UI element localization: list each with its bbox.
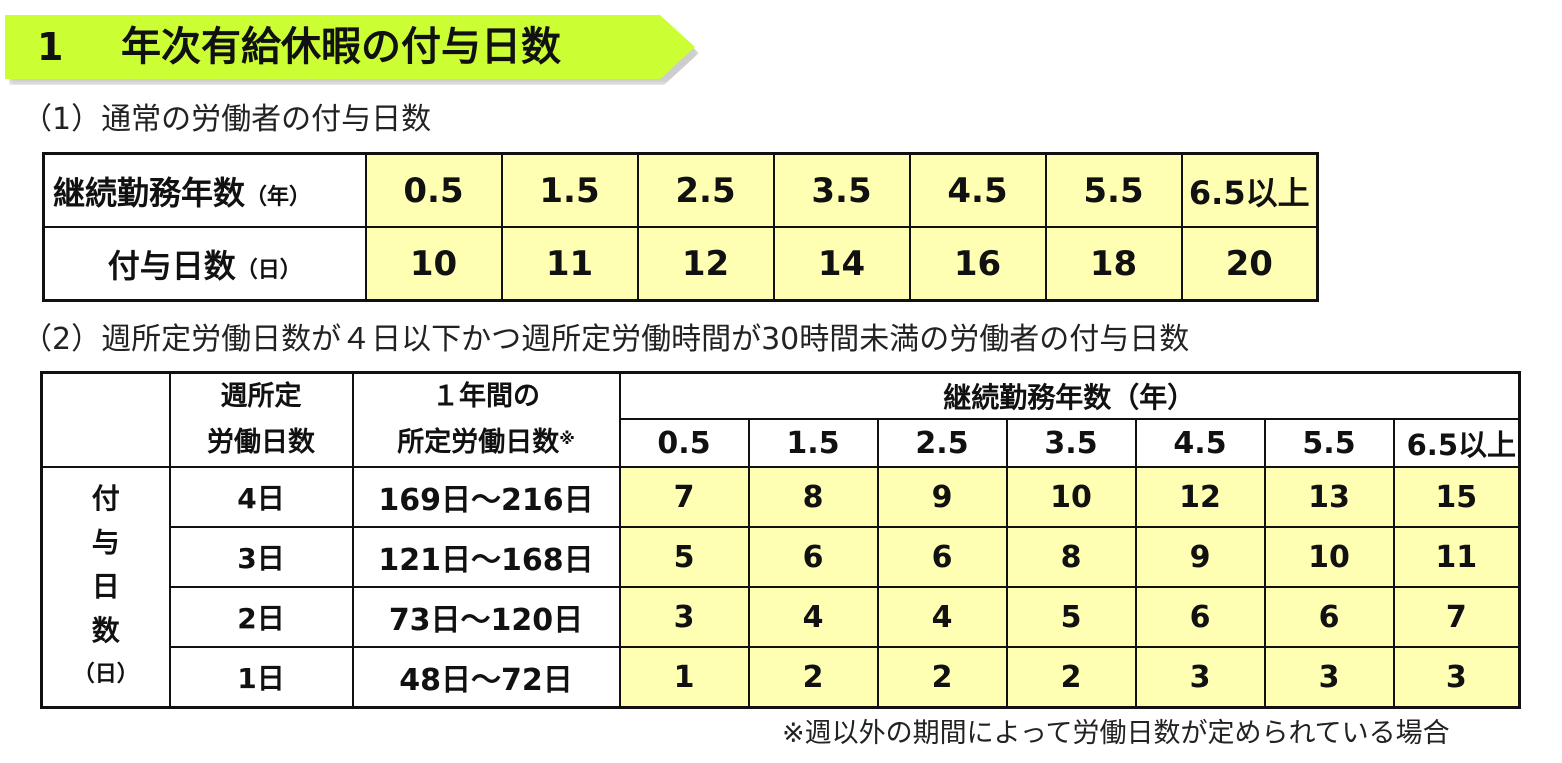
granted-days-cell: 8 xyxy=(1005,526,1137,588)
header-row-1: 週所定 労働日数 １年間の 所定労働日数※ 継続勤務年数（年） xyxy=(40,371,1521,468)
annual-days-cell: 48日～72日 xyxy=(351,646,621,709)
granted-days-cell: 10 xyxy=(1263,526,1395,588)
granted-days-cell: 11 xyxy=(1392,526,1521,588)
year-cell: 2.5 xyxy=(636,152,775,228)
year-cell: 3.5 xyxy=(772,152,911,228)
granted-days-cell: 6 xyxy=(747,526,879,588)
year-col-header: 1.5 xyxy=(747,418,879,468)
granted-days-cell: 12 xyxy=(1134,466,1266,528)
annual-days-header-text: 所定労働日数 xyxy=(397,427,560,458)
granted-days-cell: 2 xyxy=(1005,646,1137,709)
granted-days-cell: 3 xyxy=(618,586,750,648)
regular-worker-table: 継続勤務年数（年） 0.5 1.5 2.5 3.5 4.5 5.5 6.5以上 … xyxy=(42,152,1319,302)
years-group-header: 継続勤務年数（年） xyxy=(618,371,1521,420)
weekly-days-header-line2: 労働日数 xyxy=(207,427,315,458)
granted-days-cell: 3 xyxy=(1392,646,1521,709)
annual-days-header-line2: 所定労働日数※ xyxy=(355,420,618,465)
days-cell: 18 xyxy=(1044,226,1183,302)
row-group-label-char: 与 xyxy=(91,526,120,559)
year-cell: 0.5 xyxy=(364,152,503,228)
weekly-days-header-line1: 週所定 xyxy=(220,381,302,412)
granted-days-cell: 9 xyxy=(1134,526,1266,588)
banner-number: 1 xyxy=(37,25,64,69)
days-cell: 11 xyxy=(500,226,639,302)
years-row: 継続勤務年数（年） 0.5 1.5 2.5 3.5 4.5 5.5 6.5以上 xyxy=(42,152,1319,228)
footnote-mark: ※ xyxy=(559,429,575,448)
annual-days-header-line1: １年間の xyxy=(432,381,540,412)
granted-days-row-group-label: 付 与 日 数 （日） xyxy=(40,466,171,709)
granted-days-cell: 7 xyxy=(618,466,750,528)
header-row-2: 0.5 1.5 2.5 3.5 4.5 5.5 6.5以上 xyxy=(42,418,1521,468)
granted-days-cell: 10 xyxy=(1005,466,1137,528)
annual-days-cell: 73日～120日 xyxy=(351,586,621,648)
part-time-worker-table: 週所定 労働日数 １年間の 所定労働日数※ 継続勤務年数（年） 0.5 1.5 … xyxy=(40,371,1521,709)
granted-days-cell: 3 xyxy=(1263,646,1395,709)
year-col-header: 5.5 xyxy=(1263,418,1395,468)
granted-days-cell: 5 xyxy=(1005,586,1137,648)
footnote: ※週以外の期間によって労働日数が定められている場合 xyxy=(782,718,1450,749)
row-group-unit: （日） xyxy=(72,662,139,687)
granted-days-cell: 3 xyxy=(1134,646,1266,709)
table-row: 3日 121日～168日 5 6 6 8 9 10 11 xyxy=(42,526,1521,588)
year-col-header: 2.5 xyxy=(876,418,1008,468)
granted-days-cell: 13 xyxy=(1263,466,1395,528)
year-col-header: 0.5 xyxy=(618,418,750,468)
granted-days-cell: 6 xyxy=(876,526,1008,588)
weekly-days-cell: 2日 xyxy=(168,586,354,648)
year-cell: 4.5 xyxy=(908,152,1047,228)
granted-days-cell: 7 xyxy=(1392,586,1521,648)
section2-heading: （2）週所定労働日数が４日以下かつ週所定労働時間が30時間未満の労働者の付与日数 xyxy=(22,322,1190,357)
corner-cell xyxy=(40,371,171,468)
days-unit: （日） xyxy=(235,257,302,283)
section-banner: 1 年次有給休暇の付与日数 xyxy=(5,15,699,85)
granted-days-cell: 2 xyxy=(876,646,1008,709)
table-row: 付 与 日 数 （日） 4日 169日～216日 7 8 9 10 12 13 … xyxy=(40,466,1521,709)
years-unit: （年） xyxy=(245,184,312,210)
days-cell: 14 xyxy=(772,226,911,302)
row-group-label-char: 日 xyxy=(91,570,120,603)
annual-days-header: １年間の 所定労働日数※ xyxy=(351,371,621,468)
granted-days-cell: 8 xyxy=(747,466,879,528)
table-row: 1日 48日～72日 1 2 2 2 3 3 3 xyxy=(42,646,1521,709)
days-cell: 12 xyxy=(636,226,775,302)
granted-days-cell: 4 xyxy=(747,586,879,648)
year-col-header: 3.5 xyxy=(1005,418,1137,468)
row-group-label-char: 数 xyxy=(91,614,120,647)
row-group-label-char: 付 xyxy=(91,482,120,515)
granted-days-cell: 6 xyxy=(1134,586,1266,648)
days-cell: 10 xyxy=(364,226,503,302)
granted-days-cell: 1 xyxy=(618,646,750,709)
granted-days-cell: 6 xyxy=(1263,586,1395,648)
table-row: 2日 73日～120日 3 4 4 5 6 6 7 xyxy=(42,586,1521,648)
year-cell: 5.5 xyxy=(1044,152,1183,228)
year-cell: 6.5以上 xyxy=(1180,152,1319,228)
annual-days-cell: 121日～168日 xyxy=(351,526,621,588)
year-col-header: 6.5以上 xyxy=(1392,418,1521,468)
days-row-header: 付与日数（日） xyxy=(42,226,367,302)
granted-days-cell: 2 xyxy=(747,646,879,709)
banner-arrow-shape xyxy=(5,15,695,79)
banner-title: 年次有給休暇の付与日数 xyxy=(121,24,561,70)
section1-heading: （1）通常の労働者の付与日数 xyxy=(22,102,432,137)
weekly-days-cell: 1日 xyxy=(168,646,354,709)
days-cell: 16 xyxy=(908,226,1047,302)
weekly-days-cell: 4日 xyxy=(168,466,354,528)
granted-days-cell: 5 xyxy=(618,526,750,588)
years-row-header: 継続勤務年数（年） xyxy=(42,152,367,228)
annual-days-cell: 169日～216日 xyxy=(351,466,621,528)
weekly-days-cell: 3日 xyxy=(168,526,354,588)
days-cell: 20 xyxy=(1180,226,1319,302)
year-col-header: 4.5 xyxy=(1134,418,1266,468)
granted-days-cell: 15 xyxy=(1392,466,1521,528)
granted-days-cell: 9 xyxy=(876,466,1008,528)
granted-days-cell: 4 xyxy=(876,586,1008,648)
weekly-days-header: 週所定 労働日数 xyxy=(168,371,354,468)
year-cell: 1.5 xyxy=(500,152,639,228)
days-row: 付与日数（日） 10 11 12 14 16 18 20 xyxy=(42,226,1319,302)
years-label: 継続勤務年数 xyxy=(53,173,246,212)
days-label: 付与日数 xyxy=(107,246,236,285)
